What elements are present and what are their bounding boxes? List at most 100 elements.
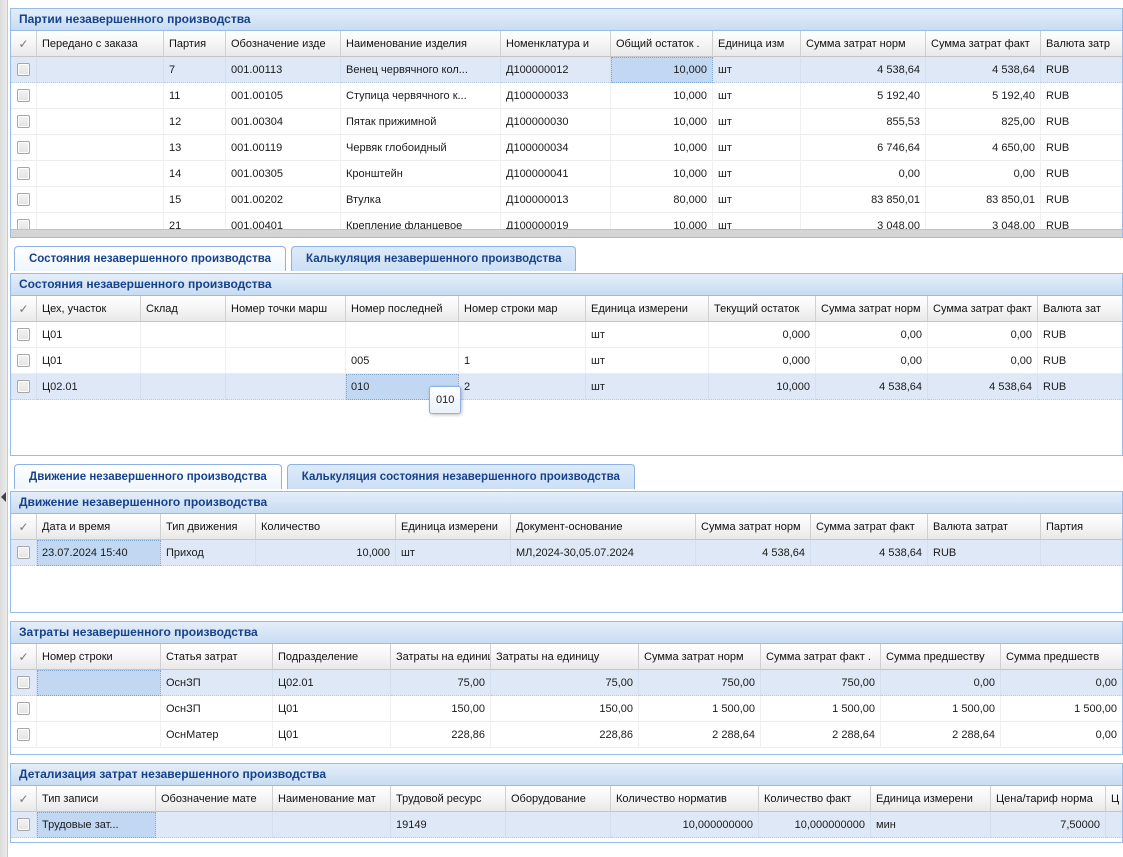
column-header[interactable]: Передано с заказа (37, 31, 164, 57)
table-cell[interactable]: 7 (164, 57, 226, 83)
table-cell[interactable]: 855,53 (801, 109, 926, 135)
column-header[interactable]: Количество факт (759, 786, 871, 812)
table-row[interactable]: 11 001.00105 Ступица червячного к... Д10000… (11, 83, 1122, 109)
column-header[interactable]: Затраты на единицу (491, 644, 639, 670)
table-cell[interactable]: RUB (1038, 322, 1122, 348)
table-cell[interactable]: 0,00 (1001, 722, 1122, 748)
column-header[interactable]: Сумма затрат норм (816, 296, 928, 322)
table-row[interactable]: 21 001.00401 Крепление фланцевое Д100000019… (11, 213, 1122, 229)
column-header[interactable]: Оборудование (506, 786, 611, 812)
table-cell[interactable]: RUB (1041, 83, 1122, 109)
column-header[interactable]: Обозначение изде (226, 31, 341, 57)
table-cell[interactable]: 15 (164, 187, 226, 213)
table-cell[interactable]: 21 (164, 213, 226, 229)
table-row[interactable]: 14 001.00305 Кронштейн Д100000041 10,000 шт 0,… (11, 161, 1122, 187)
table-cell[interactable]: 10,000 (611, 135, 713, 161)
table-cell[interactable]: 4 538,64 (928, 374, 1038, 400)
row-checkbox[interactable] (17, 728, 30, 741)
table-cell[interactable] (37, 187, 164, 213)
table-cell[interactable]: 83 850,01 (801, 187, 926, 213)
table-cell[interactable]: 5 192,40 (926, 83, 1041, 109)
table-cell[interactable]: 10,000 (256, 540, 396, 566)
table-cell[interactable]: Ц01 (273, 696, 391, 722)
table-cell[interactable]: шт (713, 161, 801, 187)
table-cell[interactable]: 825,00 (926, 109, 1041, 135)
table-cell[interactable]: 10,000000000 (759, 812, 871, 838)
column-header[interactable]: Затраты на единиц (391, 644, 491, 670)
row-checkbox[interactable] (17, 193, 30, 206)
table-cell[interactable]: 0,000 (709, 322, 816, 348)
table-cell[interactable]: Ц01 (37, 348, 141, 374)
table-cell[interactable]: 2 288,64 (761, 722, 881, 748)
table-cell[interactable] (141, 322, 226, 348)
row-checkbox[interactable] (17, 167, 30, 180)
column-header[interactable]: Трудовой ресурс (391, 786, 506, 812)
table-cell[interactable] (226, 348, 346, 374)
table-cell[interactable]: Трудовые зат... (37, 812, 156, 838)
table-cell[interactable]: 4 538,64 (816, 374, 928, 400)
table-cell[interactable]: 0,00 (816, 322, 928, 348)
table-row[interactable]: ОснЗП Ц01 150,00 150,00 1 500,00 1 500,00 1 50… (11, 696, 1122, 722)
column-header[interactable]: Склад (141, 296, 226, 322)
table-cell[interactable]: Ступица червячного к... (341, 83, 501, 109)
table-cell[interactable]: RUB (1038, 374, 1122, 400)
table-cell[interactable]: Д100000019 (501, 213, 611, 229)
table-cell[interactable]: 2 288,64 (639, 722, 761, 748)
table-cell[interactable] (226, 322, 346, 348)
table-cell[interactable]: шт (396, 540, 511, 566)
column-header[interactable]: Количество (256, 514, 396, 540)
row-checkbox[interactable] (17, 354, 30, 367)
column-header[interactable]: Документ-основание (511, 514, 696, 540)
tab-inactive[interactable]: Калькуляция состояния незавершенного про… (286, 464, 635, 489)
table-cell[interactable]: Ц01 (37, 322, 141, 348)
column-header[interactable]: Текущий остаток (709, 296, 816, 322)
column-header[interactable]: Сумма предшеству (881, 644, 1001, 670)
column-header[interactable]: Сумма затрат факт . (761, 644, 881, 670)
row-checkbox[interactable] (17, 676, 30, 689)
table-row[interactable]: Ц02.01 010 2 шт 10,000 4 538,64 4 538,64 RUB (11, 374, 1122, 400)
table-cell[interactable]: 0,00 (816, 348, 928, 374)
table-cell[interactable]: 13 (164, 135, 226, 161)
table-cell[interactable]: 0,00 (926, 161, 1041, 187)
table-cell[interactable]: 750,00 (761, 670, 881, 696)
column-header[interactable]: Валюта зат (1038, 296, 1122, 322)
column-header[interactable]: Наименование мат (273, 786, 391, 812)
table-cell[interactable]: 12 (164, 109, 226, 135)
column-header[interactable]: Тип движения (161, 514, 256, 540)
row-checkbox[interactable] (17, 63, 30, 76)
table-cell[interactable]: ОснМатер (161, 722, 273, 748)
table-cell[interactable]: 0,00 (1001, 670, 1122, 696)
table-cell[interactable]: 0,00 (928, 348, 1038, 374)
table-cell[interactable]: шт (586, 374, 709, 400)
table-cell[interactable]: мин (871, 812, 991, 838)
column-header[interactable]: Цех, участок (37, 296, 141, 322)
table-cell[interactable]: 001.00105 (226, 83, 341, 109)
table-row[interactable]: ОснМатер Ц01 228,86 228,86 2 288,64 2 288,64 2… (11, 722, 1122, 748)
column-header[interactable]: Номер строки мар (459, 296, 586, 322)
table-cell[interactable] (273, 812, 391, 838)
table-cell[interactable]: Д100000034 (501, 135, 611, 161)
table-cell[interactable]: 0,00 (881, 670, 1001, 696)
table-cell[interactable]: 4 538,64 (801, 57, 926, 83)
table-cell[interactable] (506, 812, 611, 838)
table-cell[interactable]: 005 (346, 348, 459, 374)
table-cell[interactable]: 10,000 (611, 57, 713, 83)
table-row[interactable]: 13 001.00119 Червяк глобоидный Д100000034 10… (11, 135, 1122, 161)
table-cell[interactable] (37, 161, 164, 187)
table-cell[interactable]: RUB (1041, 109, 1122, 135)
table-row[interactable]: Ц01 шт 0,000 0,00 0,00 RUB (11, 322, 1122, 348)
table-cell[interactable]: 750,00 (639, 670, 761, 696)
column-header[interactable]: Валюта затрат (928, 514, 1041, 540)
select-all-column-header[interactable]: ✓ (11, 31, 37, 57)
table-cell[interactable] (37, 57, 164, 83)
table-cell[interactable]: 001.00113 (226, 57, 341, 83)
table-cell[interactable]: 19149 (391, 812, 506, 838)
row-checkbox[interactable] (17, 818, 30, 831)
table-cell[interactable]: Ц02.01 (37, 374, 141, 400)
select-all-column-header[interactable]: ✓ (11, 296, 37, 322)
table-cell[interactable]: Червяк глобоидный (341, 135, 501, 161)
column-header[interactable]: Подразделение (273, 644, 391, 670)
row-checkbox[interactable] (17, 702, 30, 715)
table-cell[interactable] (37, 83, 164, 109)
table-cell[interactable]: ОснЗП (161, 696, 273, 722)
